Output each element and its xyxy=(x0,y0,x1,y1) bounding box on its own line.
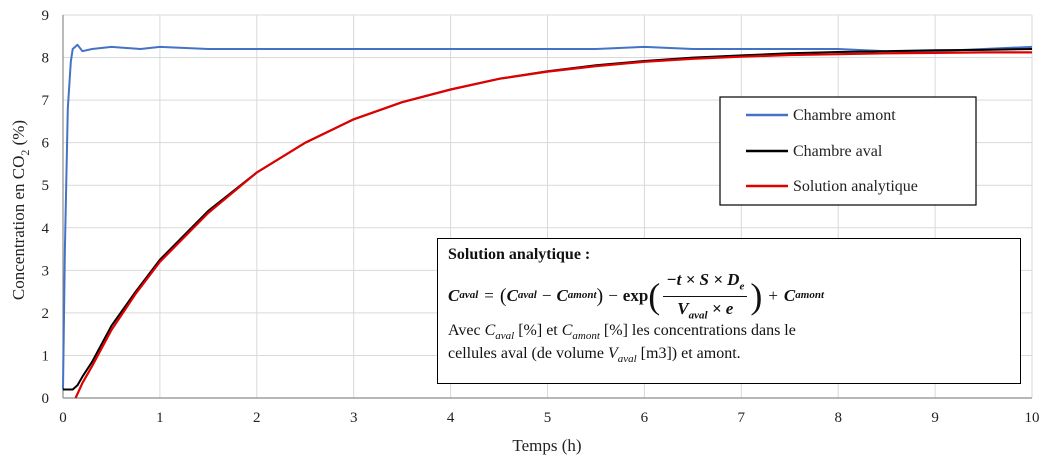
y-tick-label: 5 xyxy=(42,178,50,194)
y-axis-label: Concentration en CO2 (%) xyxy=(9,120,32,300)
x-tick-labels: 0 1 2 3 4 5 6 7 8 9 10 xyxy=(59,410,1039,426)
series-chambre-amont xyxy=(62,43,1033,390)
x-tick-label: 9 xyxy=(931,410,939,426)
y-tick-label: 9 xyxy=(42,8,50,24)
y-tick-label: 8 xyxy=(42,51,50,67)
y-tick-labels: 0 1 2 3 4 5 6 7 8 9 xyxy=(42,8,50,407)
y-tick-label: 3 xyxy=(42,263,50,279)
formula-description-line-1: Avec Caval [%] et Camont [%] les concent… xyxy=(448,322,796,343)
x-tick-label: 6 xyxy=(641,410,649,426)
y-tick-label: 0 xyxy=(42,391,50,407)
legend-label-amont: Chambre amont xyxy=(793,107,896,124)
x-tick-label: 10 xyxy=(1025,410,1040,426)
y-tick-label: 4 xyxy=(42,221,50,237)
x-tick-label: 0 xyxy=(59,410,67,426)
y-tick-label: 6 xyxy=(42,136,50,152)
series-solution-analytique xyxy=(74,51,1032,399)
y-tick-label: 1 xyxy=(42,348,50,364)
x-tick-label: 2 xyxy=(253,410,261,426)
y-tick-label: 7 xyxy=(42,93,50,109)
formula-title: Solution analytique : xyxy=(448,246,591,263)
formula-description-line-2: cellules aval (de volume Vaval [m3]) et … xyxy=(448,344,741,366)
legend: Chambre amont Chambre aval Solution anal… xyxy=(719,96,977,206)
x-tick-label: 4 xyxy=(447,410,455,426)
y-tick-label: 2 xyxy=(42,306,50,322)
x-tick-label: 8 xyxy=(834,410,842,426)
series-lines xyxy=(62,43,1033,399)
x-tick-label: 1 xyxy=(156,410,164,426)
x-axis-label: Temps (h) xyxy=(512,436,581,455)
x-tick-label: 7 xyxy=(738,410,746,426)
x-tick-label: 5 xyxy=(544,410,552,426)
legend-label-aval: Chambre aval xyxy=(793,143,883,160)
x-tick-label: 3 xyxy=(350,410,358,426)
legend-label-analytique: Solution analytique xyxy=(793,178,918,195)
